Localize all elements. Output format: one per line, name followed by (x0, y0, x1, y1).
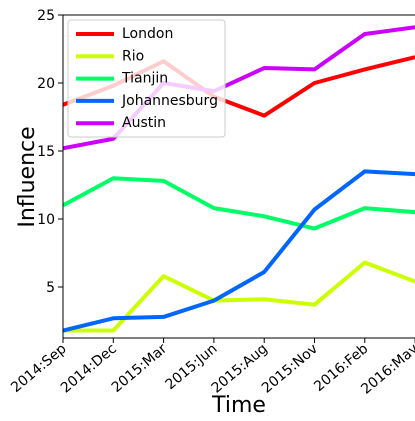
legend-label: London (122, 26, 173, 42)
y-tick-label: 25 (37, 8, 55, 24)
series-line (63, 169, 415, 333)
x-axis-label: Time (211, 393, 266, 418)
legend-box (67, 19, 226, 138)
y-tick-label: 10 (37, 212, 55, 228)
y-tick-label: 20 (37, 76, 55, 92)
plot-frame (62, 14, 415, 339)
y-tick-label: 5 (46, 280, 55, 296)
y-axis-label: Influence (15, 126, 40, 227)
legend-label: Tianjin (121, 71, 168, 87)
x-tick-label: 2015:Nov (259, 341, 321, 397)
x-tick-label: 2015:Mar (109, 341, 171, 396)
legend-label: Johannesburg (121, 93, 218, 109)
y-tick-label: 15 (37, 144, 55, 160)
x-tick-label: 2014:Dec (58, 341, 120, 397)
legend-label: Rio (122, 48, 144, 64)
series-line (63, 260, 415, 333)
legend-label: Austin (122, 115, 166, 131)
series-line (63, 176, 415, 231)
